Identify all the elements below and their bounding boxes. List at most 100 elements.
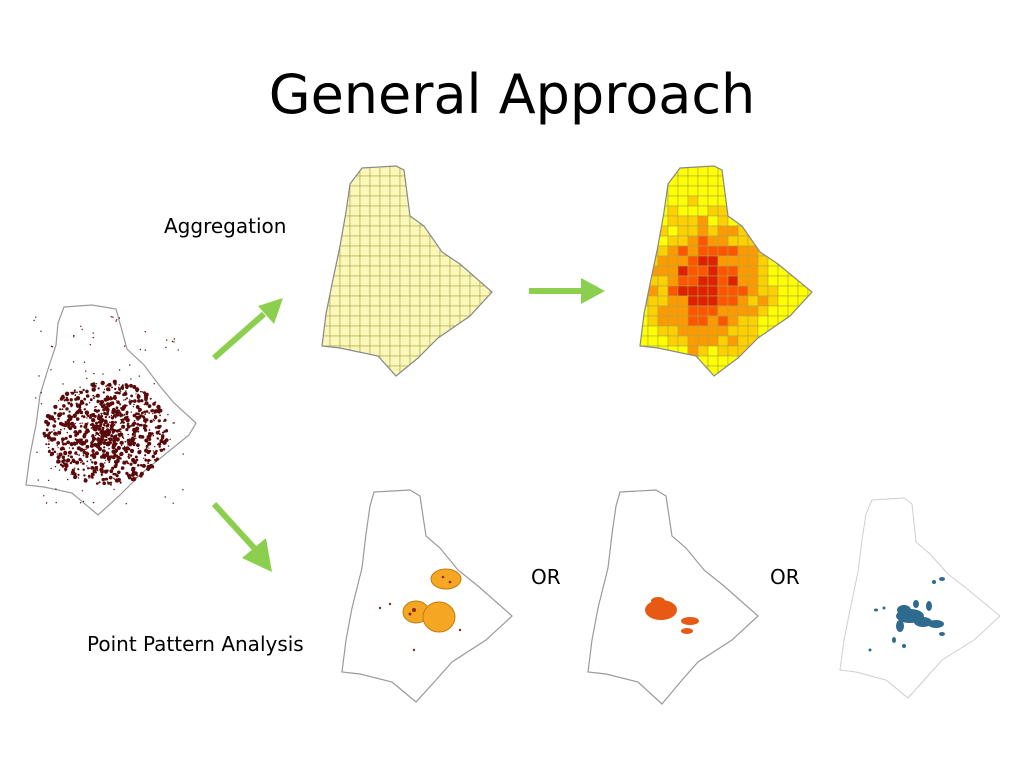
grid-cell	[389, 265, 401, 277]
grid-cell	[399, 305, 411, 317]
heat-cell	[687, 375, 699, 376]
heat-cell	[667, 235, 679, 247]
event-point	[84, 425, 88, 429]
event-point	[111, 443, 116, 447]
event-point	[120, 416, 122, 418]
heat-cell	[727, 166, 739, 177]
event-point	[85, 429, 89, 433]
heat-cell	[717, 375, 729, 376]
grid-cell	[329, 255, 341, 267]
grid-cell	[399, 225, 411, 237]
event-point	[140, 390, 142, 393]
event-point	[143, 410, 147, 414]
grid-cell	[329, 305, 341, 317]
event-point	[144, 427, 147, 430]
event-point	[82, 462, 84, 465]
heat-cell	[677, 265, 689, 277]
grid-cell	[419, 175, 431, 187]
aggregation-heat-map	[639, 165, 813, 377]
heat-cell	[677, 315, 689, 327]
event-point	[97, 414, 101, 419]
grid-cell	[339, 285, 351, 297]
heat-cell	[757, 195, 769, 207]
grid-cell	[389, 245, 401, 257]
grid-cell	[449, 235, 461, 247]
heat-cell	[707, 345, 719, 357]
heat-cell	[717, 325, 729, 337]
event-point	[55, 488, 57, 490]
hotspot-blob	[874, 608, 878, 612]
grid-cell	[369, 225, 381, 237]
grid-cell	[349, 325, 361, 337]
event-point	[103, 423, 106, 426]
grid-cell	[469, 175, 481, 187]
grid-cell	[419, 205, 431, 217]
event-point	[80, 461, 82, 464]
event-point	[114, 421, 117, 424]
event-point	[68, 447, 71, 449]
event-point	[108, 461, 111, 463]
heat-cell	[787, 265, 799, 277]
grid-cell	[399, 275, 411, 287]
event-point	[71, 458, 75, 462]
event-point	[145, 444, 149, 448]
grid-cell	[419, 275, 431, 287]
event-point	[160, 436, 165, 440]
grid-cell	[409, 375, 421, 376]
heat-cell	[727, 195, 739, 207]
event-point	[108, 447, 110, 450]
event-point	[88, 416, 92, 419]
heat-cell	[787, 166, 799, 177]
heat-cell	[747, 215, 759, 227]
heat-cell	[727, 375, 739, 376]
event-point	[75, 417, 80, 421]
heat-cell	[640, 325, 649, 337]
event-point	[75, 402, 78, 405]
grid-cell	[339, 166, 351, 177]
event-point	[63, 439, 66, 441]
event-point	[58, 412, 63, 417]
heat-cell	[737, 185, 749, 197]
heat-cell	[737, 365, 749, 376]
event-point	[109, 469, 114, 474]
heat-cell	[797, 365, 809, 376]
heat-cell	[757, 275, 769, 287]
event-point	[116, 400, 120, 404]
grid-cell	[389, 195, 401, 207]
event-point	[102, 481, 106, 486]
event-point	[144, 349, 147, 351]
heat-cell	[647, 255, 659, 267]
heat-cell	[807, 365, 812, 376]
event-point	[85, 389, 89, 394]
grid-cell	[429, 215, 441, 227]
event-point	[173, 338, 175, 340]
event-point	[138, 434, 143, 439]
event-point	[448, 580, 452, 584]
county-outline	[639, 165, 813, 377]
event-point	[83, 474, 86, 477]
hotspot-blob	[897, 605, 911, 615]
event-point	[65, 396, 68, 399]
event-point	[123, 461, 127, 465]
grid-cell	[379, 195, 391, 207]
grid-cell	[439, 185, 451, 197]
event-point	[152, 434, 155, 437]
heat-cell	[667, 205, 679, 217]
grid-cell	[379, 345, 391, 357]
event-point	[53, 429, 55, 431]
heat-cell	[687, 195, 699, 207]
event-point	[82, 415, 86, 419]
event-point	[79, 425, 83, 428]
grid-cell	[369, 195, 381, 207]
grid-cell	[359, 285, 371, 297]
heat-cell	[797, 225, 809, 237]
event-point	[110, 427, 114, 431]
heat-cell	[777, 205, 789, 217]
heat-cell	[737, 325, 749, 337]
event-point	[172, 422, 174, 424]
event-point	[105, 424, 109, 428]
heat-cell	[657, 285, 669, 297]
event-point	[52, 425, 54, 427]
heat-cell	[777, 195, 789, 207]
event-point	[102, 373, 104, 375]
